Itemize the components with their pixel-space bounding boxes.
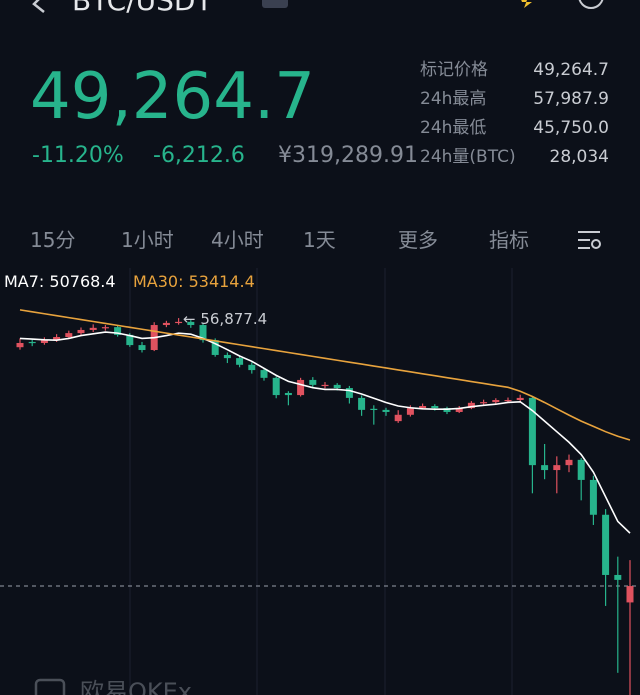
candle-body xyxy=(211,340,219,355)
candle-body xyxy=(528,397,536,466)
stat-value: 49,264.7 xyxy=(533,60,609,80)
candle-body xyxy=(406,408,414,415)
stat-value: 57,987.9 xyxy=(533,89,609,109)
candle-body xyxy=(504,400,512,402)
candle-body xyxy=(626,586,634,603)
last-price: 49,264.7 xyxy=(30,60,315,134)
candle-body xyxy=(589,479,597,515)
candle-body xyxy=(516,397,524,401)
candle-body xyxy=(114,327,122,335)
indicator-button[interactable] xyxy=(578,231,601,249)
candle-body xyxy=(480,402,488,404)
candle-body xyxy=(77,329,85,334)
timeframe-tab[interactable]: 15分 xyxy=(30,228,75,252)
candle-body xyxy=(492,400,500,403)
candle-body xyxy=(236,358,244,365)
candle-body xyxy=(455,408,463,412)
legend-entry: MA7: 50768.4 xyxy=(4,272,116,291)
candle-body xyxy=(370,408,378,411)
max-annotation: ← 56,877.4 xyxy=(183,310,267,328)
stat-value: 45,750.0 xyxy=(533,118,609,138)
back-button[interactable] xyxy=(32,0,45,13)
candle-body xyxy=(297,379,305,396)
candle-body xyxy=(101,327,109,329)
candle-body xyxy=(28,341,36,344)
candle-body xyxy=(431,405,439,409)
candle-body xyxy=(89,327,97,330)
stats: 标记价格 49,264.7 24h最高 57,987.9 24h最低 45,750.0 24… xyxy=(420,60,609,167)
candle-body xyxy=(394,414,402,422)
candle-body xyxy=(565,459,573,466)
watermark: 欧易OKEx xyxy=(80,678,192,695)
stat-value: 28,034 xyxy=(550,147,609,167)
candle-body xyxy=(272,377,280,396)
candle-body xyxy=(553,465,561,471)
candle-body xyxy=(419,405,427,409)
moving-average-line xyxy=(19,331,631,534)
candle-body xyxy=(138,345,146,351)
timeframe-tab[interactable]: 更多 xyxy=(398,228,438,252)
candle-body xyxy=(333,384,341,389)
candle-body xyxy=(309,379,317,385)
candle-body xyxy=(175,321,183,324)
candle-body xyxy=(16,342,24,348)
timeframe-tab[interactable]: 4小时 xyxy=(211,228,264,252)
candle-body xyxy=(40,340,48,343)
candle-body xyxy=(53,336,61,341)
candle-body xyxy=(162,322,170,326)
timeframe-tab[interactable]: 1小时 xyxy=(121,228,174,252)
cny-price: ¥319,289.91 xyxy=(278,143,418,168)
candle-body xyxy=(65,333,73,337)
candle-body xyxy=(126,334,134,346)
candle-body xyxy=(199,325,207,341)
candle-body xyxy=(614,574,622,580)
stat-label: 24h量(BTC) xyxy=(420,147,516,167)
settings-button[interactable] xyxy=(578,0,604,9)
moving-average-line xyxy=(19,309,631,441)
candle-body xyxy=(260,370,268,378)
candle-body xyxy=(382,409,390,412)
candle-body xyxy=(541,465,549,471)
candle-body xyxy=(248,364,256,371)
icon-gear xyxy=(591,239,601,249)
pair-title: BTC/USDT xyxy=(72,0,213,17)
candlestick-chart xyxy=(0,309,640,695)
timeframe-tab[interactable]: 指标 xyxy=(489,228,529,252)
candle-body xyxy=(187,321,195,326)
candle-body xyxy=(443,408,451,412)
candle-body xyxy=(345,388,353,398)
watermark-logo xyxy=(34,678,66,695)
stat-label: 24h最高 xyxy=(420,89,486,109)
candle-body xyxy=(358,397,366,410)
pair-badge xyxy=(262,0,288,8)
legend-entry: MA30: 53414.4 xyxy=(133,272,255,291)
favorite-star[interactable] xyxy=(518,0,532,8)
candle-body xyxy=(223,354,231,359)
candle-body xyxy=(321,384,329,387)
stat-label: 24h最低 xyxy=(420,118,486,138)
candle-body xyxy=(602,514,610,575)
tabs: 15分 1小时 4小时 1天 更多 指标 xyxy=(30,228,529,252)
stat-label: 标记价格 xyxy=(420,60,488,80)
change-percent: -11.20% xyxy=(32,143,124,168)
candle-body xyxy=(467,402,475,409)
change-amount: -6,212.6 xyxy=(153,143,245,168)
timeframe-tab[interactable]: 1天 xyxy=(303,228,336,252)
candle-body xyxy=(284,392,292,396)
candle-body xyxy=(577,459,585,480)
